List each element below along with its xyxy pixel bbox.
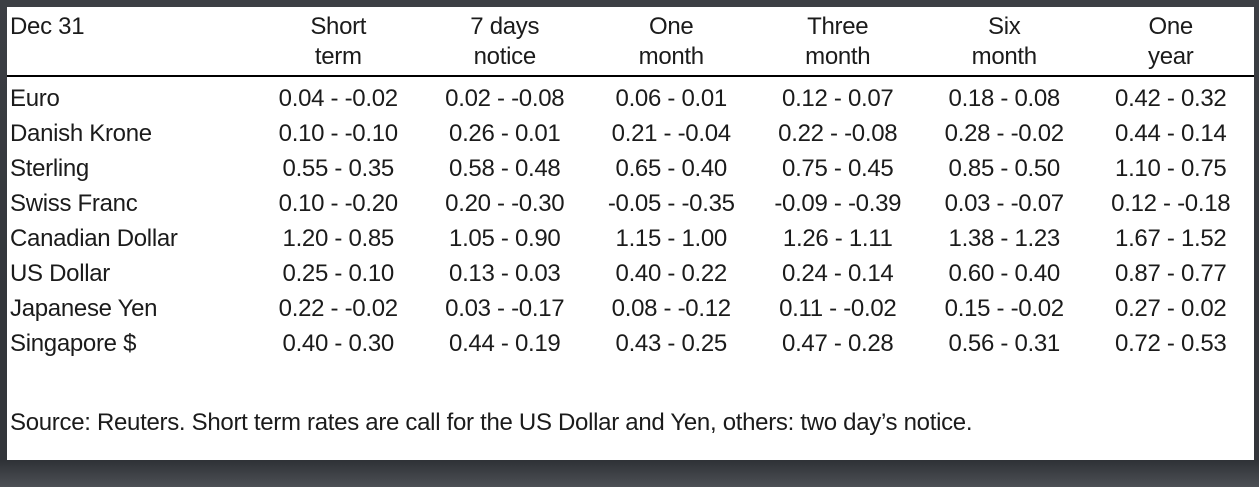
rate-value: 0.65 - 0.40 [615, 155, 728, 182]
rate-value: 0.87 - 0.77 [1115, 260, 1227, 287]
rate-value: 0.13 - 0.03 [449, 260, 561, 287]
table-row: Euro 0.04 - -0.02 0.02 - -0.08 0.06 - 0.01 0… [7, 76, 1254, 116]
rates-sheet: Dec 31 Short term 7 days notice One mont… [7, 7, 1254, 460]
rate-value: 0.10 - -0.20 [278, 190, 398, 217]
rate-value: 0.43 - 0.25 [615, 330, 728, 357]
rate-value: -0.09 - -0.39 [774, 190, 902, 217]
table-row: Swiss Franc 0.10 - -0.20 0.20 - -0.30 -0.05… [7, 186, 1254, 221]
rate-value: 1.26 - 1.11 [782, 225, 893, 252]
rate-value: 0.26 - 0.01 [449, 120, 561, 147]
rate-value: 0.22 - -0.02 [278, 295, 398, 322]
col-header-six-month: Six month [921, 7, 1088, 77]
rate-value: 0.11 - -0.02 [779, 295, 897, 322]
rate-value: 0.55 - 0.35 [282, 155, 395, 182]
table-row: Japanese Yen 0.22 - -0.02 0.03 - -0.17 0.08… [7, 291, 1254, 326]
table-row: Sterling 0.55 - 0.35 0.58 - 0.48 0.65 - 0.4… [7, 151, 1254, 186]
rate-value: 0.44 - 0.14 [1115, 120, 1227, 147]
table-row: Danish Krone 0.10 - -0.10 0.26 - 0.01 0.21 … [7, 116, 1254, 151]
rate-value: 1.20 - 0.85 [282, 225, 395, 252]
rate-value: 0.20 - -0.30 [445, 190, 565, 217]
rate-value: 0.10 - -0.10 [278, 120, 398, 147]
bottom-frame-bar [0, 460, 1259, 487]
rate-value: -0.05 - -0.35 [607, 190, 735, 217]
col-header-short-term: Short term [255, 7, 422, 77]
col-header-three-month: Three month [754, 7, 921, 77]
currency-label: Swiss Franc [10, 190, 138, 217]
table-row: US Dollar 0.25 - 0.10 0.13 - 0.03 0.40 - 0.… [7, 256, 1254, 291]
rate-value: 0.03 - -0.17 [445, 295, 565, 322]
rate-value: 0.40 - 0.30 [282, 330, 395, 357]
rate-value: 0.22 - -0.08 [778, 120, 898, 147]
rate-value: 1.05 - 0.90 [449, 225, 561, 252]
col-header-one-year: One year [1087, 7, 1254, 77]
rate-value: 0.58 - 0.48 [449, 155, 561, 182]
rate-value: 0.21 - -0.04 [611, 120, 731, 147]
rate-value: 0.06 - 0.01 [615, 85, 728, 112]
rate-value: 0.85 - 0.50 [948, 155, 1061, 182]
rate-value: 0.72 - 0.53 [1115, 330, 1227, 357]
currency-label: Canadian Dollar [10, 225, 178, 252]
rate-value: 0.25 - 0.10 [282, 260, 395, 287]
rate-value: 0.02 - -0.08 [445, 85, 565, 112]
source-note: Source: Reuters. Short term rates are ca… [10, 409, 973, 436]
rate-value: 1.10 - 0.75 [1115, 155, 1227, 182]
rate-value: 0.60 - 0.40 [948, 260, 1061, 287]
rates-body: Euro 0.04 - -0.02 0.02 - -0.08 0.06 - 0.01 0… [7, 76, 1254, 361]
rate-value: 0.28 - -0.02 [944, 120, 1064, 147]
currency-label: Japanese Yen [10, 295, 158, 322]
rate-value: 1.67 - 1.52 [1115, 225, 1227, 252]
rate-value: 0.56 - 0.31 [948, 330, 1061, 357]
currency-label: Danish Krone [10, 120, 152, 147]
rate-value: 0.18 - 0.08 [948, 85, 1061, 112]
rate-value: 0.15 - -0.02 [944, 295, 1064, 322]
rate-value: 0.75 - 0.45 [782, 155, 894, 182]
table-row: Canadian Dollar 1.20 - 0.85 1.05 - 0.90 1.1… [7, 221, 1254, 256]
rate-value: 0.47 - 0.28 [782, 330, 894, 357]
currency-label: Sterling [10, 155, 89, 182]
currency-label: US Dollar [10, 260, 110, 287]
header-row: Dec 31 Short term 7 days notice One mont… [7, 7, 1254, 77]
rate-value: 0.44 - 0.19 [449, 330, 561, 357]
rate-value: 0.03 - -0.07 [944, 190, 1064, 217]
rate-value: 1.38 - 1.23 [948, 225, 1061, 252]
rate-value: 0.27 - 0.02 [1115, 295, 1227, 322]
currency-label: Euro [10, 85, 60, 112]
col-header-7-days-notice: 7 days notice [421, 7, 588, 77]
rate-value: 0.12 - -0.18 [1111, 190, 1231, 217]
currency-label: Singapore $ [10, 330, 137, 357]
rate-value: 0.42 - 0.32 [1115, 85, 1227, 112]
date-header: Dec 31 [7, 7, 255, 77]
rate-value: 0.08 - -0.12 [611, 295, 731, 322]
money-rates-table: Dec 31 Short term 7 days notice One mont… [7, 7, 1254, 361]
rate-value: 0.24 - 0.14 [782, 260, 894, 287]
rate-value: 0.12 - 0.07 [782, 85, 894, 112]
table-row: Singapore $ 0.40 - 0.30 0.44 - 0.19 0.43 - … [7, 326, 1254, 361]
col-header-one-month: One month [588, 7, 755, 77]
rate-value: 0.40 - 0.22 [615, 260, 728, 287]
rate-value: 0.04 - -0.02 [278, 85, 398, 112]
rate-value: 1.15 - 1.00 [615, 225, 728, 252]
